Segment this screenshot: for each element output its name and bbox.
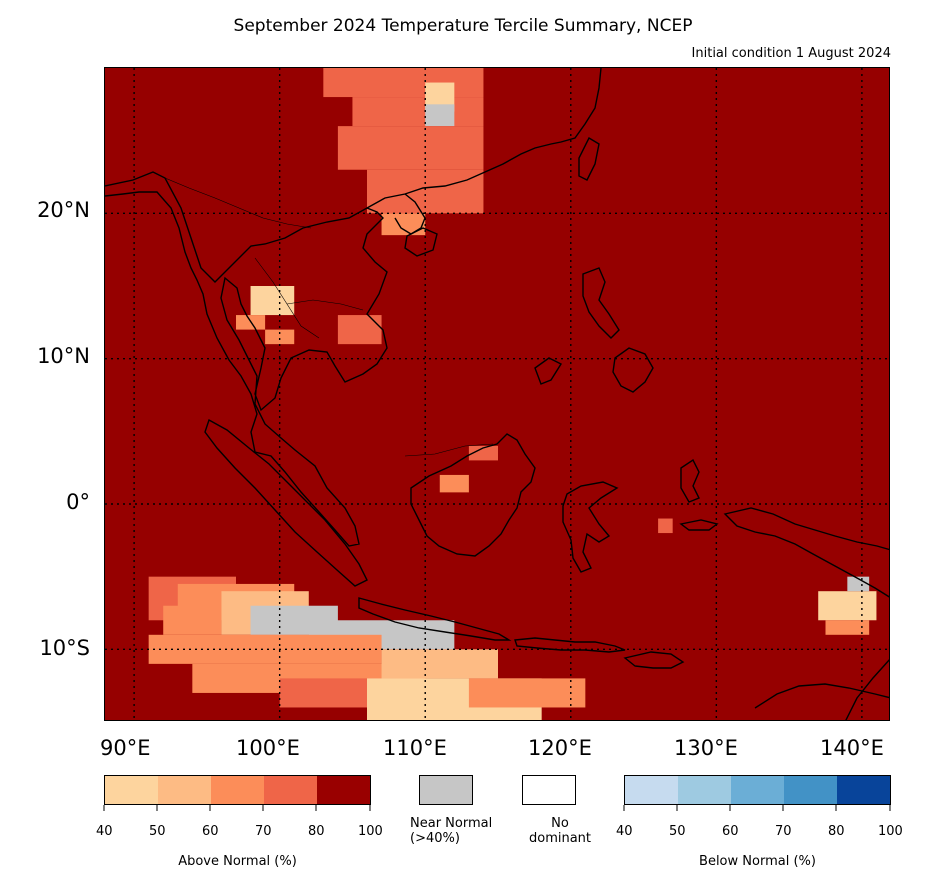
tercile-patch <box>323 68 484 98</box>
initial-condition-label: Initial condition 1 August 2024 <box>691 46 891 61</box>
lat-label-0: 0° <box>66 490 90 514</box>
near-normal-caption-line2: (>40%) <box>410 831 460 846</box>
above-tick-50: 50 <box>149 824 166 839</box>
above-50-60-swatch <box>158 776 211 804</box>
below-60-70-swatch <box>731 776 784 804</box>
tercile-patch <box>381 649 498 679</box>
above-normal-ticks <box>103 805 371 811</box>
above-tick-60: 60 <box>202 824 219 839</box>
tercile-patch <box>337 126 484 170</box>
tercile-patch <box>825 620 870 635</box>
above-normal-caption: Above Normal (%) <box>178 854 297 869</box>
above-80-100-swatch <box>317 776 370 804</box>
lat-lon-gridlines <box>105 68 889 720</box>
tercile-patch <box>468 445 498 461</box>
tercile-patch <box>337 315 382 345</box>
below-50-60-swatch <box>678 776 731 804</box>
tercile-patch <box>352 97 484 127</box>
above-tick-70: 70 <box>255 824 272 839</box>
no-dominant-caption-line1: No <box>551 816 569 831</box>
below-80-100-swatch <box>837 776 890 804</box>
no-dominant-swatch <box>522 775 576 805</box>
below-tick-50: 50 <box>669 824 686 839</box>
above-tick-80: 80 <box>308 824 325 839</box>
below-tick-60: 60 <box>722 824 739 839</box>
lon-label-110e: 110°E <box>383 736 447 760</box>
above-70-80-swatch <box>264 776 317 804</box>
tercile-patch <box>425 104 455 127</box>
above-normal-colorbar <box>104 775 371 805</box>
tercile-patch <box>148 634 382 664</box>
tercile-patch <box>658 518 673 534</box>
near-normal-caption-line1: Near Normal <box>410 816 493 831</box>
no-dominant-caption: No dominant <box>510 816 610 846</box>
tercile-patch <box>381 213 426 236</box>
tercile-patch <box>468 678 586 708</box>
below-40-50-swatch <box>625 776 678 804</box>
below-tick-80: 80 <box>828 824 845 839</box>
above-tick-100: 100 <box>358 824 383 839</box>
tercile-patch <box>818 591 877 621</box>
below-tick-70: 70 <box>775 824 792 839</box>
below-tick-40: 40 <box>616 824 633 839</box>
lat-label-20n: 20°N <box>37 198 90 222</box>
lon-label-90e: 90°E <box>100 736 151 760</box>
tercile-patch <box>439 474 469 493</box>
map-title: September 2024 Temperature Tercile Summa… <box>233 16 693 36</box>
tercile-patch <box>250 286 295 316</box>
lon-label-130e: 130°E <box>674 736 738 760</box>
coastlines <box>105 68 889 720</box>
tercile-patch <box>847 576 870 592</box>
tercile-patch <box>265 329 295 345</box>
lat-label-10s: 10°S <box>39 636 90 660</box>
map-canvas <box>105 68 889 720</box>
lat-label-10n: 10°N <box>37 344 90 368</box>
tercile-cells <box>148 68 877 720</box>
near-normal-caption: Near Normal (>40%) <box>410 816 530 846</box>
above-40-50-swatch <box>105 776 158 804</box>
lon-label-100e: 100°E <box>236 736 300 760</box>
below-normal-ticks <box>623 805 891 811</box>
near-normal-swatch <box>419 775 473 805</box>
lon-label-140e: 140°E <box>820 736 884 760</box>
below-70-80-swatch <box>784 776 837 804</box>
above-60-70-swatch <box>211 776 264 804</box>
above-tick-40: 40 <box>96 824 113 839</box>
below-normal-colorbar <box>624 775 891 805</box>
lon-label-120e: 120°E <box>528 736 592 760</box>
below-normal-caption: Below Normal (%) <box>699 854 816 869</box>
no-dominant-caption-line2: dominant <box>528 831 592 846</box>
below-tick-100: 100 <box>878 824 903 839</box>
forecast-map <box>104 67 890 721</box>
